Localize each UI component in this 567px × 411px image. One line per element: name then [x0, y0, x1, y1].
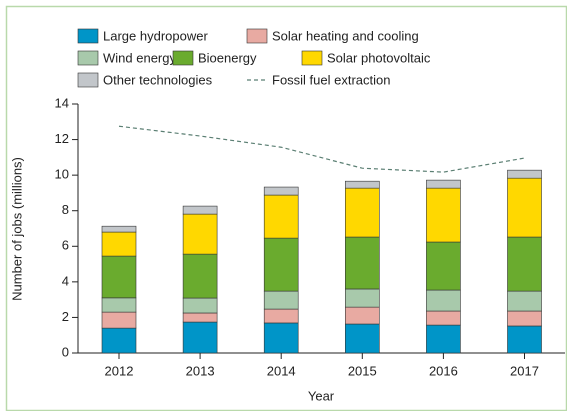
- bar-segment: [263, 290, 299, 310]
- legend-swatch: [301, 50, 323, 66]
- y-tick-label: 2: [62, 309, 69, 324]
- legend-label: Other technologies: [103, 72, 213, 87]
- bar-segment: [101, 327, 137, 354]
- bar-segment: [263, 322, 299, 354]
- bar-segment: [426, 289, 461, 312]
- bar-segment: [263, 308, 299, 324]
- bar-segment: [426, 310, 461, 326]
- bar-segment: [507, 236, 542, 292]
- bar-segment: [426, 187, 461, 243]
- x-tick-label: 2014: [267, 363, 296, 378]
- bar-segment: [507, 310, 542, 327]
- legend-label: Bioenergy: [198, 50, 257, 65]
- legend-label: Solar heating and cooling: [272, 28, 419, 43]
- x-tick-label: 2015: [348, 363, 377, 378]
- bar-segment: [507, 177, 542, 238]
- legend-label: Fossil fuel extraction: [272, 72, 391, 87]
- bar-segment: [344, 306, 380, 325]
- bar-segment: [263, 237, 299, 292]
- bar-segment: [101, 255, 137, 299]
- bar-segment: [101, 311, 137, 329]
- y-tick-label: 6: [62, 238, 69, 253]
- bar-segment: [426, 179, 461, 189]
- bar-segment: [182, 213, 218, 255]
- y-tick-label: 4: [62, 273, 69, 288]
- bar-segment: [344, 288, 380, 308]
- bar-segment: [263, 186, 299, 196]
- y-tick-label: 0: [62, 344, 69, 359]
- bar-segment: [101, 225, 137, 233]
- legend-swatch: [77, 72, 99, 88]
- y-tick-label: 12: [55, 131, 69, 146]
- x-tick-label: 2012: [105, 363, 134, 378]
- legend-swatch: [246, 28, 268, 44]
- bar-segment: [426, 241, 461, 291]
- bar-segment: [344, 180, 380, 189]
- bar-segment: [101, 297, 137, 313]
- y-axis-label: Number of jobs (millions): [9, 157, 24, 301]
- x-tick-label: 2016: [429, 363, 458, 378]
- x-tick-label: 2013: [186, 363, 215, 378]
- y-tick-label: 14: [55, 95, 69, 110]
- bar-segment: [344, 187, 380, 238]
- bar-segment: [182, 297, 218, 314]
- y-tick-label: 8: [62, 202, 69, 217]
- bar-segment: [182, 321, 218, 354]
- bar-segment: [182, 205, 218, 215]
- bar-segment: [426, 324, 461, 354]
- bar-segment: [344, 236, 380, 290]
- bar-segment: [182, 312, 218, 323]
- x-tick-label: 2017: [510, 363, 539, 378]
- legend-label: Wind energy: [103, 50, 176, 65]
- legend-swatch: [172, 50, 194, 66]
- y-tick-label: 10: [55, 167, 69, 182]
- bar-segment: [507, 169, 542, 179]
- bar-segment: [344, 323, 380, 354]
- bar-segment: [182, 253, 218, 299]
- legend-label: Large hydropower: [103, 28, 208, 43]
- legend-label: Solar photovoltaic: [327, 50, 431, 65]
- bar-segment: [507, 325, 542, 354]
- x-axis-label: Year: [308, 388, 335, 403]
- bar-segment: [507, 290, 542, 312]
- legend-swatch: [77, 28, 99, 44]
- legend-swatch: [77, 50, 99, 66]
- line-series: [118, 125, 525, 173]
- bar-segment: [263, 194, 299, 239]
- bar-segment: [101, 231, 137, 257]
